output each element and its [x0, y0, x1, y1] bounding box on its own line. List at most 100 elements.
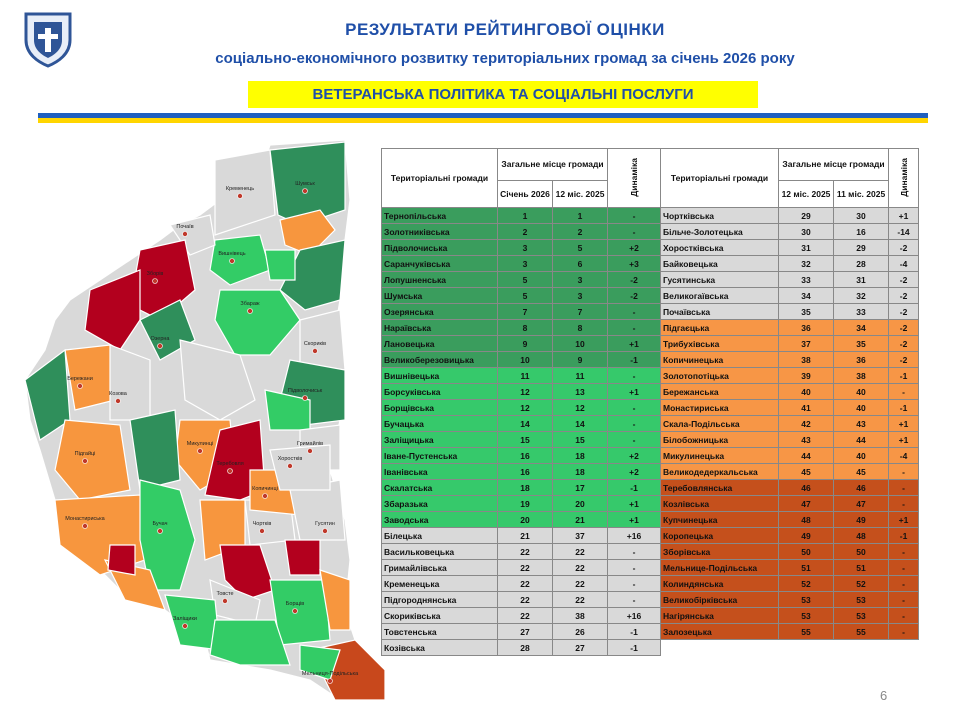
previous-place: 27	[551, 639, 609, 656]
place: 28	[497, 639, 553, 656]
place: 18	[497, 479, 553, 496]
map-marker	[237, 193, 243, 199]
dynamics: +1	[607, 495, 662, 512]
map-label: Козова	[109, 391, 128, 397]
dynamics: -2	[888, 319, 920, 336]
table-row: Лопушненська 5 3 -2	[381, 271, 662, 288]
place: 12	[497, 383, 553, 400]
map-label: Гримайлів	[297, 440, 323, 447]
dynamics: +2	[607, 239, 662, 256]
dynamics: -1	[607, 639, 662, 656]
community-name: Козівська	[381, 639, 498, 656]
dynamics: +16	[607, 527, 662, 544]
table-row: Тернопільська 1 1-	[381, 207, 662, 224]
header-current: Січень 2026	[497, 179, 553, 209]
community-name: Іване-Пустенська	[381, 447, 498, 464]
dynamics: -2	[607, 271, 662, 288]
place: 49	[778, 527, 834, 544]
table-row: Кременецька 22 22-	[381, 575, 662, 592]
header-previous: 11 міс. 2025	[832, 179, 890, 209]
previous-place: 31	[832, 271, 890, 288]
map-region	[209, 619, 291, 666]
previous-place: 34	[832, 319, 890, 336]
dynamics: +2	[607, 463, 662, 480]
community-name: Збаразька	[381, 495, 498, 512]
previous-place: 52	[832, 575, 890, 592]
place: 16	[497, 447, 553, 464]
dynamics: -	[888, 607, 920, 624]
table-row: Гусятинська 33 31 -2	[660, 271, 920, 288]
table-row: Великодедеркальська 45 45-	[660, 463, 920, 480]
place: 31	[778, 239, 834, 256]
community-name: Скалатська	[381, 479, 498, 496]
table-row: Купчинецька 48 49 +1	[660, 511, 920, 528]
place: 22	[497, 591, 553, 608]
place: 52	[778, 575, 834, 592]
place: 30	[778, 223, 834, 240]
community-name: Лановецька	[381, 335, 498, 352]
map-label: Чортків	[253, 521, 272, 527]
place: 12	[497, 399, 553, 416]
map-marker	[115, 398, 121, 404]
ranking-table: Територіальні громади Загальне місце гром…	[660, 148, 920, 640]
place: 22	[497, 543, 553, 560]
map-marker	[82, 523, 88, 529]
table-row: Підгороднянська 22 22-	[381, 591, 662, 608]
map-label: Зборів	[147, 271, 164, 277]
place: 55	[778, 623, 834, 640]
dynamics: -	[888, 575, 920, 592]
map-marker	[327, 678, 333, 684]
community-name: Нагірянська	[660, 607, 779, 624]
table-row: Нагірянська 53 53-	[660, 607, 920, 624]
dynamics: -	[607, 319, 662, 336]
place: 29	[778, 207, 834, 224]
previous-place: 21	[551, 511, 609, 528]
table-row: Почаївська 35 33 -2	[660, 303, 920, 320]
map-label: Скориків	[304, 341, 326, 347]
map-label: Збараж	[240, 301, 260, 307]
map-region	[129, 409, 181, 491]
previous-place: 43	[832, 415, 890, 432]
table-row: Саранчуківська 3 6 +3	[381, 255, 662, 272]
place: 3	[497, 239, 553, 256]
table-row: Шумська 5 3 -2	[381, 287, 662, 304]
map-marker	[157, 528, 163, 534]
map-marker	[182, 231, 188, 237]
place: 51	[778, 559, 834, 576]
community-name: Золотопотіцька	[660, 367, 779, 384]
table-row: Білецька 21 37 +16	[381, 527, 662, 544]
community-name: Підгаєцька	[660, 319, 779, 336]
previous-place: 10	[551, 335, 609, 352]
table-row: Коропецька 49 48 -1	[660, 527, 920, 544]
previous-place: 17	[551, 479, 609, 496]
previous-place: 16	[832, 223, 890, 240]
place: 32	[778, 255, 834, 272]
previous-place: 50	[832, 543, 890, 560]
dynamics: -1	[888, 399, 920, 416]
map-label: Копичинці	[252, 486, 278, 492]
dynamics: +1	[888, 511, 920, 528]
table-row: Лановецька 9 10 +1	[381, 335, 662, 352]
community-name: Озерянська	[381, 303, 498, 320]
dynamics: -	[888, 559, 920, 576]
community-name: Великодедеркальська	[660, 463, 779, 480]
dynamics: -1	[607, 623, 662, 640]
table-row: Заводська 20 21 +1	[381, 511, 662, 528]
dynamics: -	[607, 575, 662, 592]
table-row: Борсуківська 12 13 +1	[381, 383, 662, 400]
map-label: Бережани	[67, 376, 93, 382]
previous-place: 32	[832, 287, 890, 304]
table-row: Скала-Подільська 42 43 +1	[660, 415, 920, 432]
previous-place: 38	[832, 367, 890, 384]
previous-place: 44	[832, 431, 890, 448]
place: 1	[497, 207, 553, 224]
header-dynamics-cell: Динаміка	[888, 148, 920, 208]
table-row: Козівська 28 27 -1	[381, 639, 662, 656]
dynamics: -4	[888, 447, 920, 464]
dynamics: -2	[607, 287, 662, 304]
map-region	[264, 249, 296, 281]
dynamics: -	[888, 479, 920, 496]
previous-place: 51	[832, 559, 890, 576]
table-row: Микулинецька 44 40 -4	[660, 447, 920, 464]
